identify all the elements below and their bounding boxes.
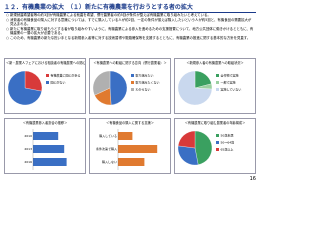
category-label: 2016 — [24, 160, 32, 164]
category-label: 購入しない — [102, 159, 117, 164]
legend-swatch — [46, 74, 49, 77]
chart: 50歳未満 50～64歳 65歳以上 — [177, 130, 235, 166]
legend-swatch — [131, 74, 134, 77]
pie-slice — [24, 70, 43, 92]
chart-panel: ＜新・農業人フェアにおける相談者の有機農業への関心＞ 有機農業に関心がある 関心がな… — [4, 58, 86, 114]
category-label: 購入している — [99, 133, 117, 138]
panel-title: ＜有機食品の購入に関する意識＞ — [106, 121, 154, 125]
legend-swatch — [216, 141, 219, 144]
panel-title: ＜有機農業参入者割合の推移＞ — [22, 121, 68, 125]
pie-slice — [177, 70, 213, 106]
panel-title: ＜有機農業に取り組む農業者の年齢構成＞ — [184, 121, 246, 125]
bar — [33, 132, 59, 140]
bullet: 新規就農希望者等の約3割が有機農業による就農を希望、慣行農業者の約5割が条件が整… — [6, 13, 254, 17]
bar — [33, 145, 65, 153]
legend-label: わからない — [136, 86, 151, 91]
legend-label: 50歳未満 — [221, 132, 234, 137]
legend-swatch — [216, 74, 219, 77]
bar — [118, 145, 158, 153]
legend-swatch — [46, 81, 49, 84]
legend-label: 関心がない — [51, 79, 66, 84]
chart: 2010 2013 2016 — [24, 129, 67, 170]
chart-panel: ＜有機食品の購入に関する意識＞ 購入している 条件次第で購入 購入しない — [89, 118, 171, 174]
page: １２．有機農業の拡大 （１）新たに有機農業を行おうとする者の拡大 新規就農希望者… — [0, 0, 260, 183]
legend-label: 有機農業に関心がある — [51, 72, 81, 77]
panel-title: ＜有機農業への取組に関する意向（慣行農業者）＞ — [93, 61, 167, 65]
page-number: 16 — [249, 176, 256, 182]
bullet-list: 新規就農希望者等の約3割が有機農業による就農を希望、慣行農業者の約5割が条件が整… — [6, 13, 254, 41]
bar — [33, 158, 67, 166]
pie-slice — [177, 130, 196, 149]
legend-swatch — [131, 81, 134, 84]
chart-panel: ＜新規参入者の有機農業への取組状況＞ 全作物で実施 一部で実施実施していない — [174, 58, 256, 114]
chart-panel: ＜有機農業への取組に関する意向（慣行農業者）＞ 取り組みたい取り組みたくない わから… — [89, 58, 171, 114]
legend-swatch — [216, 81, 219, 84]
legend-label: 全作物で実施 — [221, 72, 239, 77]
slide-title: １２．有機農業の拡大 （１）新たに有機農業を行おうとする者の拡大 — [4, 2, 256, 13]
legend-label: 取り組みたい — [136, 72, 154, 77]
legend-label: 取り組みたくない — [136, 79, 160, 84]
chart-panel: ＜有機農業に取り組む農業者の年齢構成＞ 50歳未満 50～64歳 65歳以上 — [174, 118, 256, 174]
category-label: 2013 — [24, 147, 32, 151]
pie-slice — [109, 70, 128, 106]
legend-label: 一部で実施 — [221, 79, 236, 84]
legend-swatch — [131, 88, 134, 91]
category-label: 2010 — [24, 134, 32, 138]
legend-swatch — [216, 148, 219, 151]
pie-slice — [7, 70, 42, 106]
panel-title: ＜新・農業人フェアにおける相談者の有機農業への関心＞ — [6, 61, 85, 65]
bullet: このため、有機農業の新たな担い手となる新規参入者等に対する技術習得や販路確保等を… — [6, 36, 254, 40]
bar — [118, 158, 145, 166]
pie-slice — [194, 130, 213, 165]
legend-swatch — [216, 134, 219, 137]
legend-label: 実施していない — [221, 86, 242, 91]
bullet: 消費者の有機食品の購入に対する意識については、すでに購入している人が約2割、一定… — [6, 18, 254, 27]
bullet: 新たに有機農業に取り組もうとする者が取り組みやすいように、有機農業による参入を進… — [6, 27, 254, 36]
bar — [118, 132, 133, 140]
legend-label: 65歳以上 — [221, 146, 234, 151]
legend-label: 50～64歳 — [221, 139, 235, 144]
chart-panel: ＜有機農業参入者割合の推移＞ 2010 2013 2016 — [4, 118, 86, 174]
pie-slice — [92, 70, 111, 96]
pie-slice — [177, 145, 199, 166]
panel-title: ＜新規参入者の有機農業への取組状況＞ — [186, 61, 244, 65]
category-label: 条件次第で購入 — [96, 146, 117, 151]
legend-swatch — [216, 88, 219, 91]
